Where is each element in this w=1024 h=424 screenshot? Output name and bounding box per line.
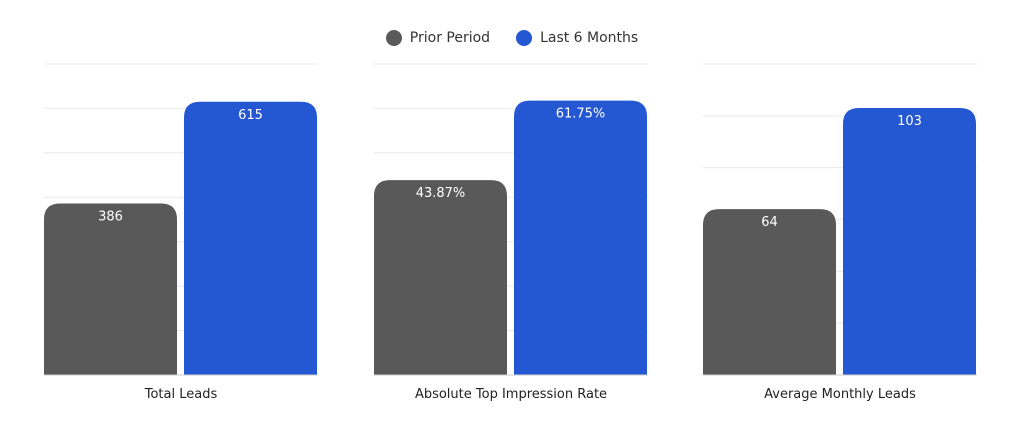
legend-swatch-last6 xyxy=(516,30,533,46)
panel-0: 386 615 Total Leads xyxy=(44,63,318,402)
data-label: 103 xyxy=(897,114,922,129)
legend-label: Prior Period xyxy=(409,30,491,46)
legend-swatch-prior xyxy=(385,30,402,46)
bar-last-6-months[interactable] xyxy=(843,108,976,375)
legend: Prior Period Last 6 Months xyxy=(0,30,1024,46)
legend-item-last-6-months[interactable]: Last 6 Months xyxy=(516,30,638,46)
legend-item-prior-period[interactable]: Prior Period xyxy=(385,30,491,46)
panel-1: 43.87% 61.75% Absolute Top Impression Rate xyxy=(374,63,648,402)
panel-2: 64 103 Average Monthly Leads xyxy=(703,63,977,402)
data-label: 61.75% xyxy=(556,107,606,122)
bar-last-6-months[interactable] xyxy=(514,100,647,376)
bar-prior-period[interactable] xyxy=(374,180,507,375)
bar-last-6-months[interactable] xyxy=(184,101,317,375)
data-label: 43.87% xyxy=(416,186,466,201)
data-label: 64 xyxy=(761,215,778,230)
data-label: 615 xyxy=(238,108,263,123)
category-label: Absolute Top Impression Rate xyxy=(415,387,607,402)
legend-label: Last 6 Months xyxy=(540,30,639,46)
category-label: Total Leads xyxy=(144,387,218,402)
category-label: Average Monthly Leads xyxy=(764,387,916,402)
bar-prior-period[interactable] xyxy=(44,203,177,375)
data-label: 386 xyxy=(98,210,123,225)
bar-prior-period[interactable] xyxy=(703,209,836,375)
